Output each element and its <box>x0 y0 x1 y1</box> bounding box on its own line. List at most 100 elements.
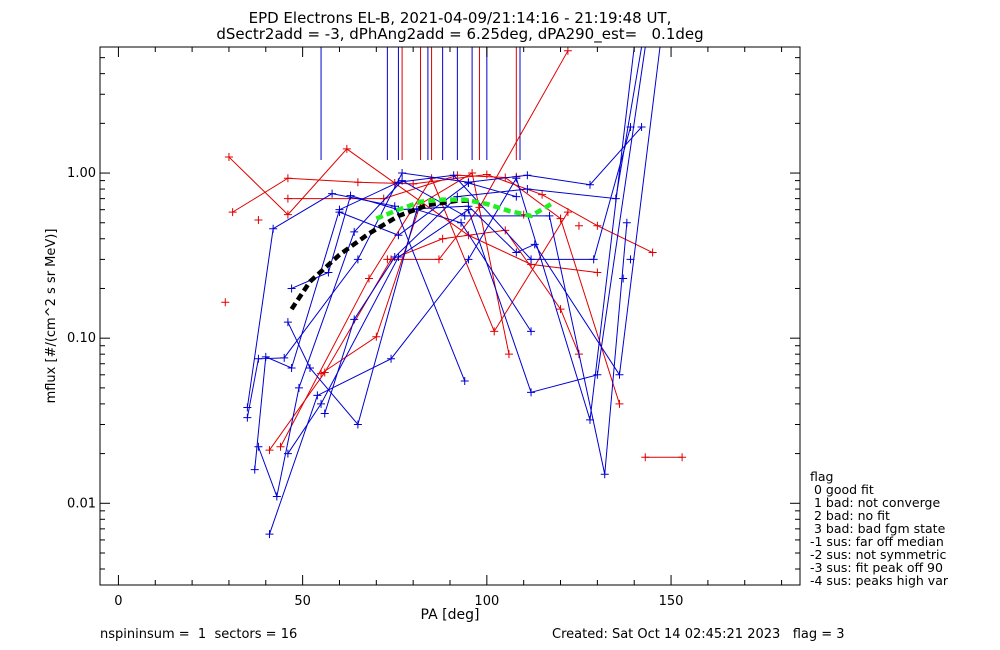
series-line <box>287 174 620 405</box>
data-point-marker <box>283 449 292 458</box>
data-point-marker <box>350 227 359 236</box>
data-point-marker <box>317 369 326 378</box>
data-point-marker <box>460 211 469 220</box>
data-point-marker <box>523 171 532 180</box>
data-point-marker <box>530 240 539 249</box>
data-point-marker <box>390 253 399 262</box>
data-point-marker <box>379 194 388 203</box>
x-tick-label: 0 <box>114 594 122 609</box>
data-point-marker <box>283 318 292 327</box>
data-point-marker <box>527 255 536 264</box>
data-point-marker <box>593 370 602 379</box>
data-point-marker <box>523 185 532 194</box>
data-point-marker <box>464 179 473 188</box>
legend-item: -3 sus: fit peak off 90 <box>810 560 943 575</box>
data-point-marker <box>475 203 484 212</box>
data-point-marker <box>254 215 263 224</box>
data-point-marker <box>350 315 359 324</box>
data-point-marker <box>586 415 594 424</box>
data-point-marker <box>527 327 536 336</box>
data-point-marker <box>593 221 602 230</box>
data-point-marker <box>490 327 499 336</box>
data-point-marker <box>611 194 620 203</box>
data-point-marker <box>589 255 598 264</box>
data-point-marker <box>619 274 628 283</box>
data-point-marker <box>313 391 322 400</box>
data-point-marker <box>449 171 458 180</box>
legend-header: flag <box>810 469 834 484</box>
legend-item: 0 good fit <box>810 482 874 497</box>
y-tick-label: 1.00 <box>67 166 96 181</box>
data-point-marker <box>398 176 407 185</box>
data-point-marker <box>545 211 554 220</box>
data-point-marker <box>512 248 521 257</box>
data-point-marker <box>324 268 333 277</box>
data-point-marker <box>335 208 344 217</box>
legend-item: 3 bad: bad fgm state <box>810 521 946 536</box>
data-point-marker <box>228 208 237 217</box>
data-point-marker <box>265 530 274 539</box>
y-tick-label: 0.01 <box>67 496 96 511</box>
data-point-marker <box>678 453 687 462</box>
series-line <box>339 182 517 236</box>
legend-item: -1 sus: far off median <box>810 534 944 549</box>
legend-item: -2 sus: not symmetric <box>810 547 947 562</box>
data-point-marker <box>243 413 252 422</box>
data-point-marker <box>615 399 624 408</box>
data-point-marker <box>394 231 403 240</box>
footer-right: Created: Sat Oct 14 02:45:21 2023 flag =… <box>552 627 845 642</box>
data-point-marker <box>328 189 337 198</box>
data-point-marker <box>287 284 296 293</box>
data-point-marker <box>372 332 381 341</box>
data-point-marker <box>283 194 292 203</box>
data-point-marker <box>317 399 326 408</box>
data-point-marker <box>563 208 572 217</box>
data-point-marker <box>383 255 392 264</box>
legend-item: -4 sus: peaks high var <box>810 573 949 588</box>
data-point-marker <box>265 446 274 455</box>
data-point-marker <box>438 234 447 243</box>
data-point-marker <box>460 377 469 386</box>
x-tick-label: 50 <box>294 594 311 609</box>
data-point-marker <box>283 174 292 183</box>
legend-item: 1 bad: not converge <box>810 495 941 510</box>
data-point-marker <box>353 420 362 429</box>
data-point-marker <box>283 210 292 219</box>
data-point-marker <box>276 442 285 451</box>
data-point-marker <box>387 354 396 363</box>
data-point-marker <box>294 383 303 392</box>
data-point-marker <box>527 388 536 397</box>
data-point-marker <box>556 305 565 314</box>
data-point-marker <box>398 169 407 178</box>
y-axis-label: mflux [#/(cm^2 s sr MeV)] <box>44 229 59 404</box>
data-point-marker <box>464 255 473 264</box>
series-line <box>387 50 569 260</box>
data-point-marker <box>512 174 521 183</box>
data-point-marker <box>504 350 513 359</box>
x-axis-label: PA [deg] <box>421 607 480 623</box>
data-point-marker <box>320 409 329 418</box>
axes: 0 50 100 150 0.01 0.10 1.00 <box>67 47 800 609</box>
data-point-marker <box>512 192 521 201</box>
data-point-marker <box>648 248 657 257</box>
data-point-marker <box>457 218 466 227</box>
data-point-marker <box>261 352 270 361</box>
series-line <box>287 209 532 426</box>
data-point-marker <box>250 465 259 474</box>
x-tick-label: 100 <box>474 594 499 609</box>
data-point-marker <box>280 353 289 362</box>
data-point-marker <box>593 268 602 277</box>
chart-title-line2: dSectr2add = -3, dPhAng2add = 6.25deg, d… <box>216 25 704 43</box>
vertical-lines <box>320 47 521 160</box>
data-point-marker <box>434 255 443 264</box>
data-point-marker <box>574 221 583 230</box>
data-point-marker <box>364 274 373 283</box>
y-tick-label: 0.10 <box>67 331 96 346</box>
data-point-marker <box>501 226 510 235</box>
data-point-marker <box>353 255 362 264</box>
footer-left: nspininsum = 1 sectors = 16 <box>100 627 298 642</box>
data-point-marker <box>224 153 233 162</box>
data-point-marker <box>615 370 624 379</box>
